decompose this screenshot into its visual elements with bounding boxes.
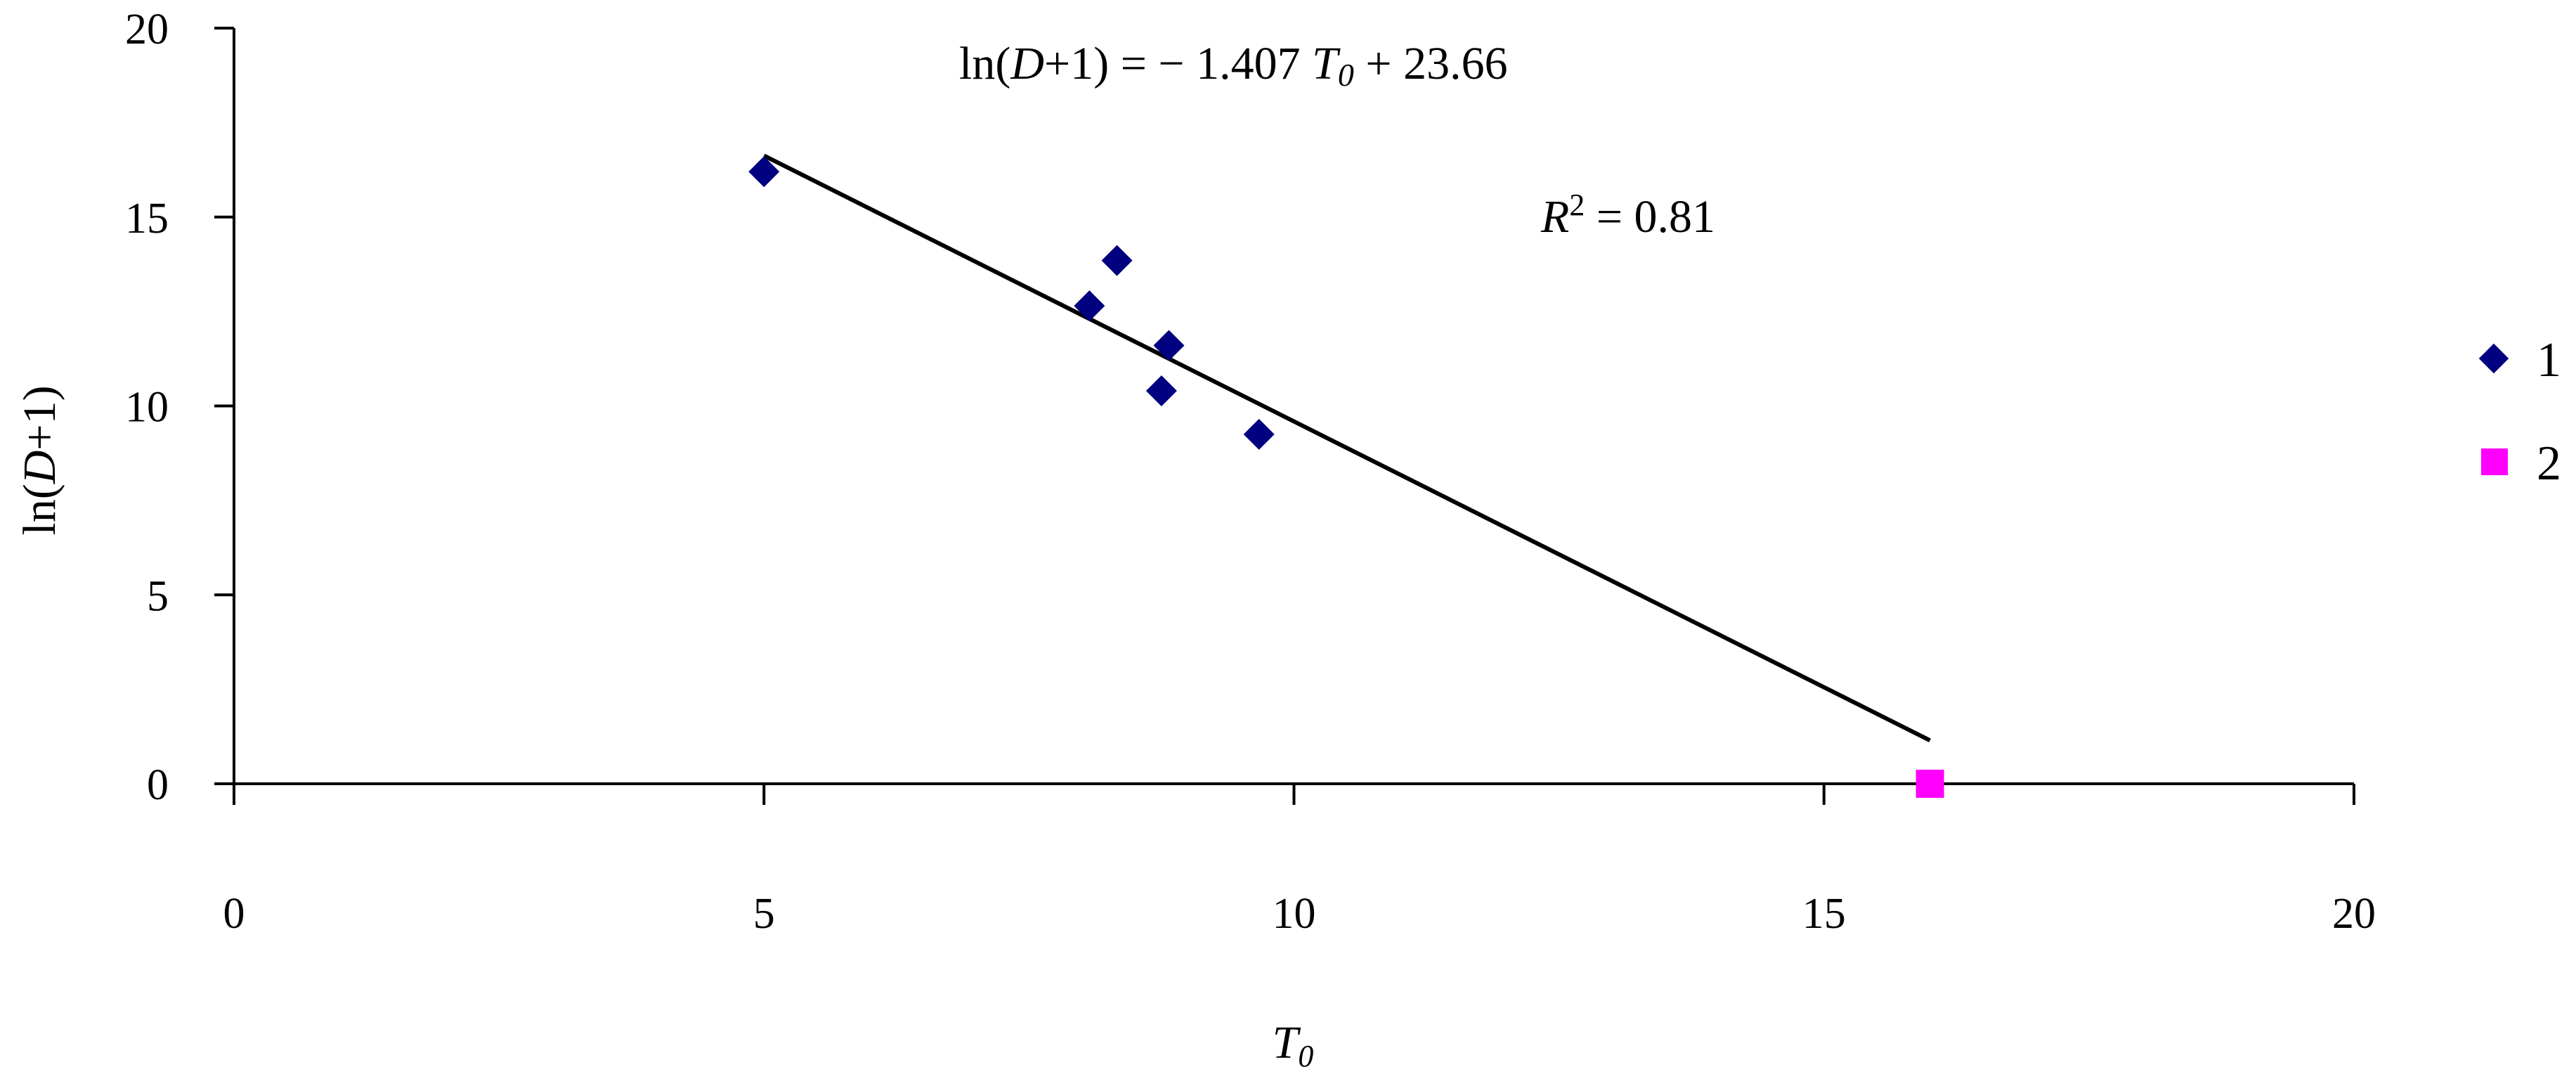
data-point-series-2 bbox=[1915, 770, 1944, 798]
axes bbox=[214, 27, 2355, 805]
x-tick-label: 15 bbox=[1802, 890, 1846, 938]
legend-marker-1-icon bbox=[2478, 343, 2509, 374]
data-points bbox=[748, 156, 1944, 798]
y-axis-title: ln(D+1) bbox=[14, 385, 65, 535]
data-point-series-1 bbox=[1074, 290, 1105, 322]
data-point-series-1 bbox=[748, 156, 780, 188]
y-tick-label: 20 bbox=[125, 6, 169, 53]
x-tick-label: 20 bbox=[2332, 890, 2376, 938]
y-tick-label: 15 bbox=[125, 195, 169, 243]
legend-label-2: 2 bbox=[2537, 437, 2561, 491]
legend-entry-1: 1 bbox=[2478, 333, 2561, 387]
y-tick-label: 10 bbox=[125, 384, 169, 432]
legend-label-1: 1 bbox=[2537, 333, 2561, 387]
r-squared-annotation: R2 = 0.81 bbox=[1540, 188, 1715, 243]
trendline-group bbox=[762, 153, 1931, 742]
y-tick-label: 5 bbox=[147, 572, 169, 620]
x-axis-title: T0 bbox=[1273, 1017, 1314, 1073]
data-point-series-1 bbox=[1101, 245, 1133, 276]
data-point-series-1 bbox=[1145, 375, 1177, 406]
trendline bbox=[762, 153, 1931, 742]
legend: 1 2 bbox=[2478, 333, 2561, 491]
x-tick-label: 5 bbox=[753, 890, 775, 938]
tick-labels: 0 5 10 15 20 0 5 10 15 20 bbox=[125, 6, 2376, 938]
y-tick-label: 0 bbox=[147, 761, 169, 809]
data-point-series-1 bbox=[1153, 330, 1185, 361]
x-tick-label: 0 bbox=[223, 890, 245, 938]
legend-entry-2: 2 bbox=[2481, 437, 2561, 491]
legend-marker-2-icon bbox=[2481, 448, 2508, 475]
equation-annotation: ln(D+1) = − 1.407 T0 + 23.66 bbox=[959, 38, 1508, 93]
data-point-series-1 bbox=[1243, 418, 1275, 450]
x-tick-label: 10 bbox=[1273, 890, 1316, 938]
